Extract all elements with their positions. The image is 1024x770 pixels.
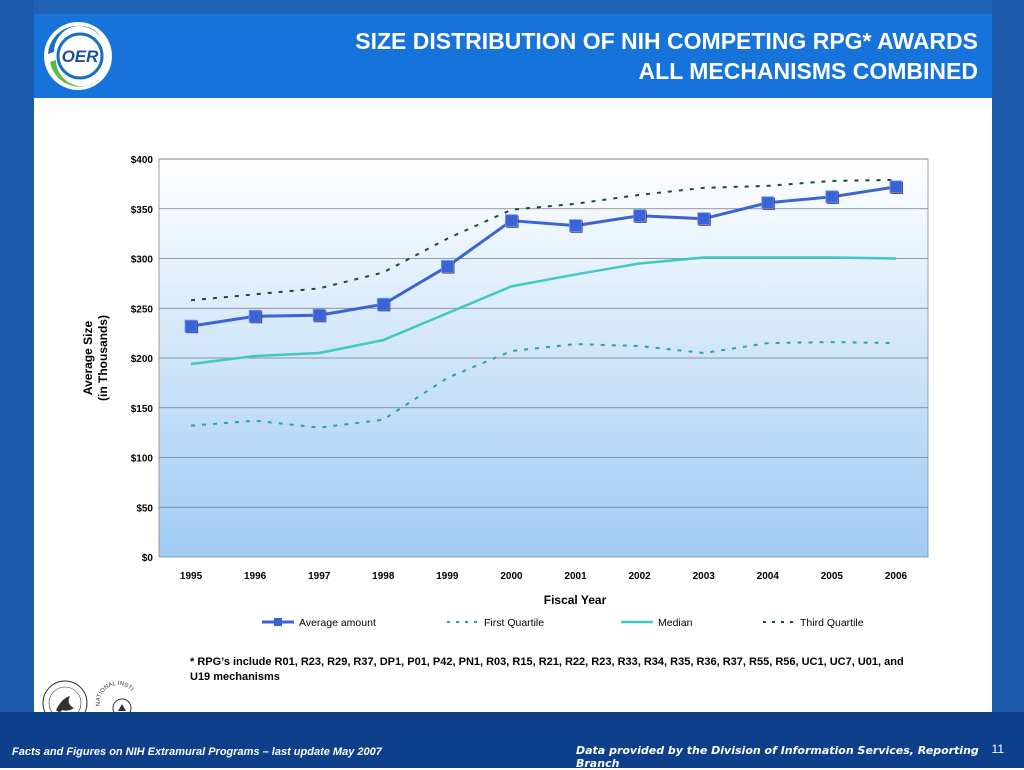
average-marker [761, 196, 775, 210]
oer-logo: OER [44, 22, 112, 90]
average-markers [184, 180, 903, 334]
y-tick-label: $250 [131, 304, 154, 315]
x-tick-label: 1997 [308, 571, 331, 582]
x-tick-label: 2005 [821, 571, 844, 582]
series-first-quartile [190, 341, 896, 429]
title-line-2: ALL MECHANISMS COMBINED [638, 58, 978, 84]
x-tick-label: 2001 [564, 571, 587, 582]
average-marker [376, 297, 390, 311]
series-third-quartile [190, 178, 896, 302]
footer-right-text: Data provided by the Division of Informa… [576, 744, 979, 770]
average-marker [569, 219, 582, 233]
y-tick-label: $350 [131, 205, 154, 216]
average-marker [889, 180, 903, 194]
title-line-1: SIZE DISTRIBUTION OF NIH COMPETING RPG* … [355, 28, 978, 54]
y-axis-label-line-1: Average Size [81, 321, 95, 396]
line-chart: $0$50$100$150$200$250$300$350$400 1995 19… [81, 155, 929, 629]
x-tick-label: 2004 [757, 571, 780, 582]
x-tick-label: 2002 [629, 571, 652, 582]
y-axis-ticks: $0 $50 $100 $150 $200 $250 $300 $350 $400 [131, 155, 154, 564]
legend-label: Median [658, 617, 693, 629]
average-marker [697, 212, 711, 226]
footnote: * RPG’s include R01, R23, R29, R37, DP1,… [190, 656, 904, 683]
legend-label: First Quartile [484, 617, 544, 629]
legend-label: Average amount [299, 617, 376, 629]
average-marker [633, 209, 647, 223]
series-lines [190, 178, 897, 429]
x-tick-label: 1996 [244, 571, 267, 582]
y-axis-label-line-2: (in Thousands) [96, 315, 110, 401]
gridlines [159, 158, 928, 508]
x-tick-label: 2000 [500, 571, 523, 582]
x-axis-label: Fiscal Year [544, 593, 607, 607]
title-bar [34, 14, 992, 98]
y-tick-label: $50 [136, 503, 153, 514]
average-marker [184, 319, 198, 333]
series-average-amount [190, 185, 897, 328]
y-tick-label: $200 [131, 354, 154, 365]
y-tick-label: $300 [131, 255, 154, 266]
y-tick-label: $400 [131, 155, 154, 166]
y-tick-label: $0 [142, 553, 154, 564]
x-tick-label: 2003 [693, 571, 716, 582]
x-tick-label: 1995 [180, 571, 203, 582]
x-tick-label: 2006 [885, 571, 908, 582]
x-axis-ticks: 1995 1996 1997 1998 1999 2000 2001 2002 2003 2004… [180, 571, 908, 582]
legend-label: Third Quartile [800, 617, 864, 629]
x-tick-label: 1998 [372, 571, 395, 582]
average-marker [248, 309, 262, 323]
nih-logo: NATIONAL INSTITUTES OF HEALTH [92, 676, 134, 718]
average-marker [505, 214, 518, 228]
slide-title: SIZE DISTRIBUTION OF NIH COMPETING RPG* … [278, 26, 978, 86]
page-number: 11 [991, 742, 1004, 756]
y-tick-label: $150 [131, 404, 154, 415]
legend-swatch-marker [274, 618, 282, 626]
average-marker [312, 308, 326, 322]
average-marker [825, 190, 839, 204]
average-marker [440, 260, 454, 273]
oer-logo-text: OER [62, 47, 100, 66]
legend: Average amount First Quartile Median Third … [262, 617, 864, 629]
footer-left-text: Facts and Figures on NIH Extramural Prog… [12, 746, 382, 758]
x-tick-label: 1999 [436, 571, 459, 582]
footer-bar [0, 712, 1024, 768]
y-tick-label: $100 [131, 454, 154, 465]
series-median [190, 256, 896, 366]
